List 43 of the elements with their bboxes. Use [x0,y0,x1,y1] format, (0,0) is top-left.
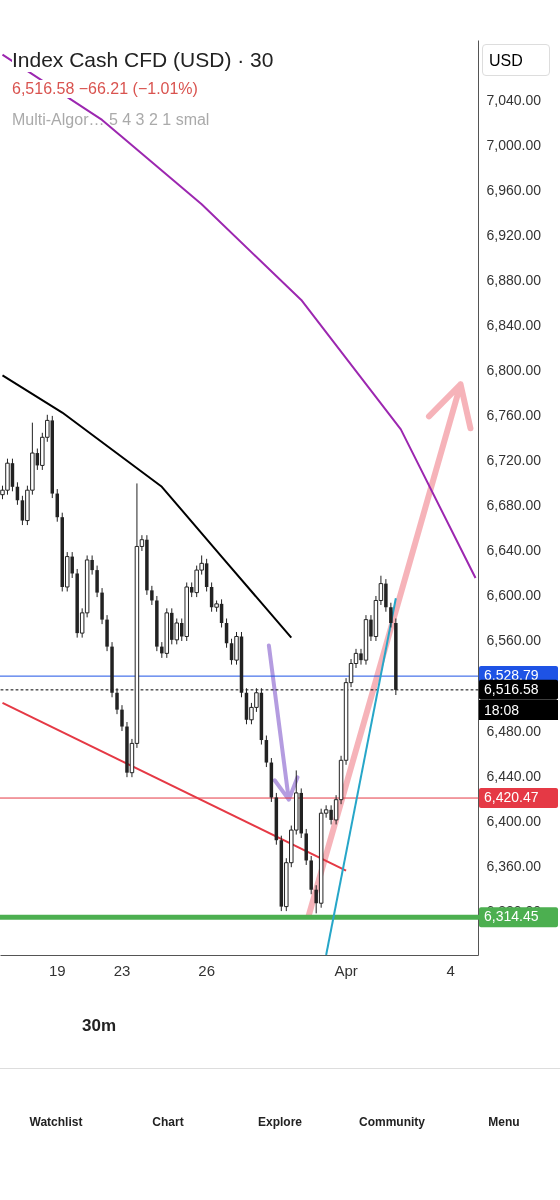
y-tick-label: 7,000.00 [486,137,542,154]
text: 6,516.58 −66.21 (−1.01%) [12,80,198,98]
text: Watchlist [29,1115,83,1129]
ref-line-label: 6,314.45 [484,908,539,925]
candlestick [389,602,393,628]
text: 18:08 [479,699,558,720]
candlestick [115,687,119,715]
x-tick-label: 26 [198,961,215,979]
y-tick-label: 6,680.00 [486,497,542,514]
candlestick [174,617,180,645]
candlestick [120,704,124,732]
y-tick-label: 6,800.00 [486,362,542,379]
text: Explore [257,1115,303,1129]
y-tick-label: 6,920.00 [486,227,542,244]
text: USD [482,44,550,76]
chart-title: Index Cash CFD (USD) · 30 [12,48,274,72]
x-tick-label: 4 [446,961,455,979]
candlestick [95,565,99,598]
y-tick-label: 6,360.00 [486,857,542,874]
y-tick-label: 7,040.00 [486,92,542,109]
line-series [1,53,477,579]
y-tick-label: 6,880.00 [486,272,542,289]
x-tick-label: 19 [48,961,66,979]
y-tick-label: 6,760.00 [486,407,542,424]
candlestick [150,585,154,606]
x-tick-label: Apr [334,961,358,979]
y-tick-label: 6,960.00 [486,182,542,199]
text: Community [359,1115,425,1129]
y-tick-label: 6,400.00 [486,812,542,829]
annotation: Multi-Algor… 5 4 3 2 1 smal [12,111,210,129]
y-tick-label: 6,480.00 [486,722,542,739]
text: 30m [82,1016,117,1036]
x-tick-label: 23 [113,961,131,979]
text: Chart [152,1115,184,1129]
ref-line-label: 6,420.47 [484,789,539,806]
y-tick-label: 6,560.00 [486,632,542,649]
y-tick-label: 6,440.00 [486,767,542,784]
y-tick-label: 6,640.00 [486,542,542,559]
y-tick-label: 6,600.00 [486,587,542,604]
y-tick-label: 6,720.00 [486,452,542,469]
line-series [1,374,293,639]
y-tick-label: 6,840.00 [486,317,542,334]
text: Menu [488,1115,520,1129]
